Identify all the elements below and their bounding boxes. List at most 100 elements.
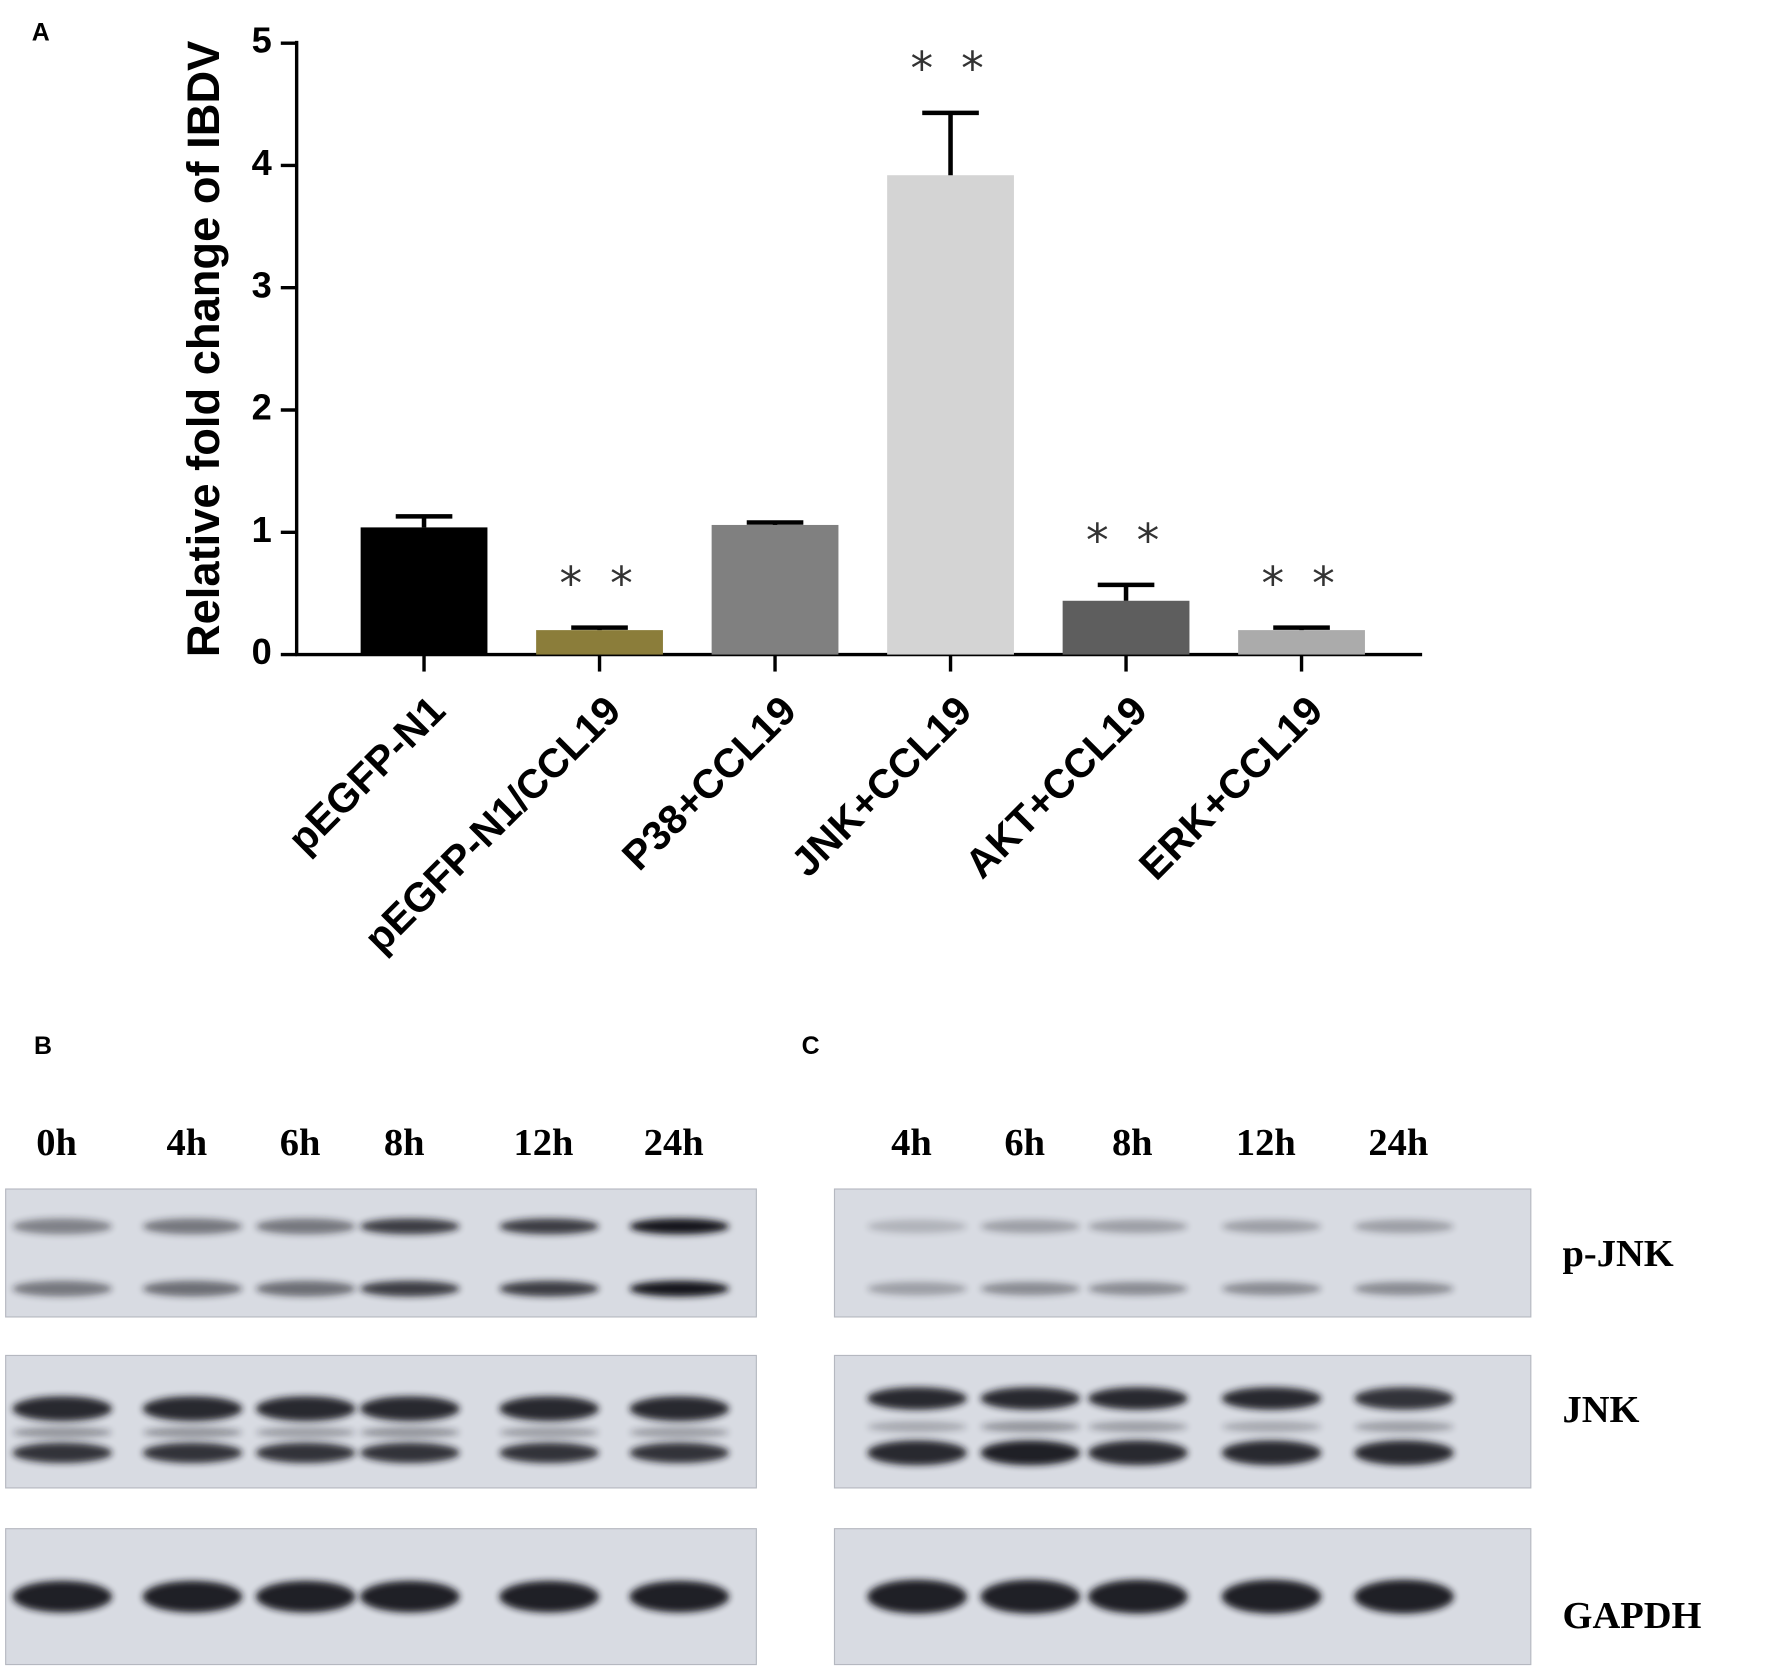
- blot-band: [255, 1396, 356, 1422]
- blot-band: [980, 1281, 1081, 1296]
- blot-membrane: [833, 1188, 1532, 1318]
- lane-label: 8h: [384, 1122, 425, 1164]
- blot-band: [142, 1218, 243, 1235]
- blot-band: [867, 1440, 967, 1466]
- blot-band: [1088, 1421, 1188, 1433]
- y-tick-label: 5: [252, 20, 272, 61]
- blot-band: [1088, 1440, 1188, 1466]
- blot-band: [1221, 1387, 1322, 1410]
- blot-band: [142, 1580, 243, 1613]
- blot-band: [1354, 1387, 1454, 1410]
- blot-band: [12, 1442, 113, 1464]
- y-tick-label: 1: [252, 509, 272, 550]
- x-tick-label: ERK+CCL19: [1130, 687, 1331, 888]
- bar: [887, 175, 1014, 655]
- blot-band: [629, 1442, 730, 1464]
- blot-band: [629, 1218, 730, 1235]
- blot-band: [980, 1219, 1081, 1234]
- blot-band: [142, 1280, 243, 1297]
- blot-band: [1221, 1281, 1322, 1296]
- blot-band: [12, 1580, 113, 1613]
- x-tick-label: JNK+CCL19: [782, 687, 980, 885]
- blot-band: [255, 1426, 356, 1439]
- blot-band: [360, 1396, 460, 1422]
- blot-band: [255, 1218, 356, 1235]
- error-bar: [395, 514, 453, 528]
- lane-label: 24h: [644, 1122, 704, 1164]
- blot-band: [499, 1580, 599, 1613]
- blot-band: [12, 1218, 113, 1235]
- blot-band: [867, 1281, 967, 1296]
- blot-band: [360, 1442, 460, 1464]
- x-tick-label: P38+CCL19: [613, 687, 805, 879]
- blot-band: [499, 1280, 599, 1297]
- blot-band: [867, 1421, 967, 1433]
- blot-band: [12, 1396, 113, 1422]
- blot-band: [1088, 1387, 1188, 1410]
- row-label: JNK: [1563, 1389, 1640, 1431]
- row-label: p-JNK: [1563, 1233, 1674, 1275]
- blot-band: [980, 1440, 1081, 1466]
- row-label: GAPDH: [1563, 1595, 1702, 1637]
- blot-band: [980, 1421, 1081, 1433]
- blot-band: [629, 1280, 730, 1297]
- blot-band: [360, 1580, 460, 1613]
- blot-band: [255, 1280, 356, 1297]
- significance-label: * *: [560, 557, 640, 610]
- blot-membrane: [5, 1354, 757, 1489]
- blot-band: [499, 1426, 599, 1439]
- blot-band: [1088, 1281, 1188, 1296]
- blot-band: [1354, 1219, 1454, 1234]
- y-tick-label: 3: [252, 264, 272, 305]
- significance-label: * *: [1086, 514, 1166, 567]
- x-tick-label: pEGFP-N1: [279, 687, 454, 862]
- lane-label: 6h: [280, 1122, 321, 1164]
- blot-band: [1221, 1579, 1322, 1614]
- lane-label: 12h: [1236, 1122, 1296, 1164]
- lane-label: 4h: [891, 1122, 932, 1164]
- blot-membrane: [833, 1354, 1532, 1489]
- y-tick-label: 4: [252, 142, 272, 183]
- blot-band: [499, 1442, 599, 1464]
- blot-band: [980, 1579, 1081, 1614]
- blot-band: [867, 1387, 967, 1410]
- error-bar: [571, 625, 628, 631]
- blot-band: [1221, 1219, 1322, 1234]
- blot-band: [142, 1396, 243, 1422]
- blot-band: [12, 1426, 113, 1439]
- blot-band: [1354, 1440, 1454, 1466]
- error-bar: [922, 110, 979, 176]
- lane-label: 12h: [514, 1122, 574, 1164]
- y-tick-label: 2: [252, 387, 272, 428]
- blot-band: [867, 1579, 967, 1614]
- error-bar: [1097, 582, 1155, 601]
- bar: [711, 524, 839, 655]
- error-bar: [746, 520, 804, 525]
- lane-label: 8h: [1112, 1122, 1153, 1164]
- lane-label: 4h: [166, 1122, 207, 1164]
- blot-band: [1354, 1281, 1454, 1296]
- panel-label: B: [34, 1032, 52, 1060]
- blot-band: [1354, 1421, 1454, 1433]
- blot-band: [629, 1580, 730, 1613]
- blot-band: [142, 1442, 243, 1464]
- blot-band: [980, 1387, 1081, 1410]
- blot-band: [629, 1396, 730, 1422]
- x-tick-label: AKT+CCL19: [956, 687, 1156, 887]
- bar: [1062, 600, 1190, 655]
- bar: [360, 527, 488, 655]
- blot-band: [360, 1426, 460, 1439]
- error-bar: [1273, 625, 1330, 631]
- bar: [536, 630, 663, 655]
- blot-band: [1088, 1579, 1188, 1614]
- y-tick-label: 0: [252, 631, 272, 672]
- blot-band: [255, 1442, 356, 1464]
- blot-band: [867, 1219, 967, 1234]
- blot-band: [1221, 1440, 1322, 1466]
- blot-band: [499, 1396, 599, 1422]
- blot-band: [1354, 1579, 1454, 1614]
- blot-band: [629, 1426, 730, 1439]
- blot-band: [12, 1280, 113, 1297]
- lane-label: 6h: [1004, 1122, 1045, 1164]
